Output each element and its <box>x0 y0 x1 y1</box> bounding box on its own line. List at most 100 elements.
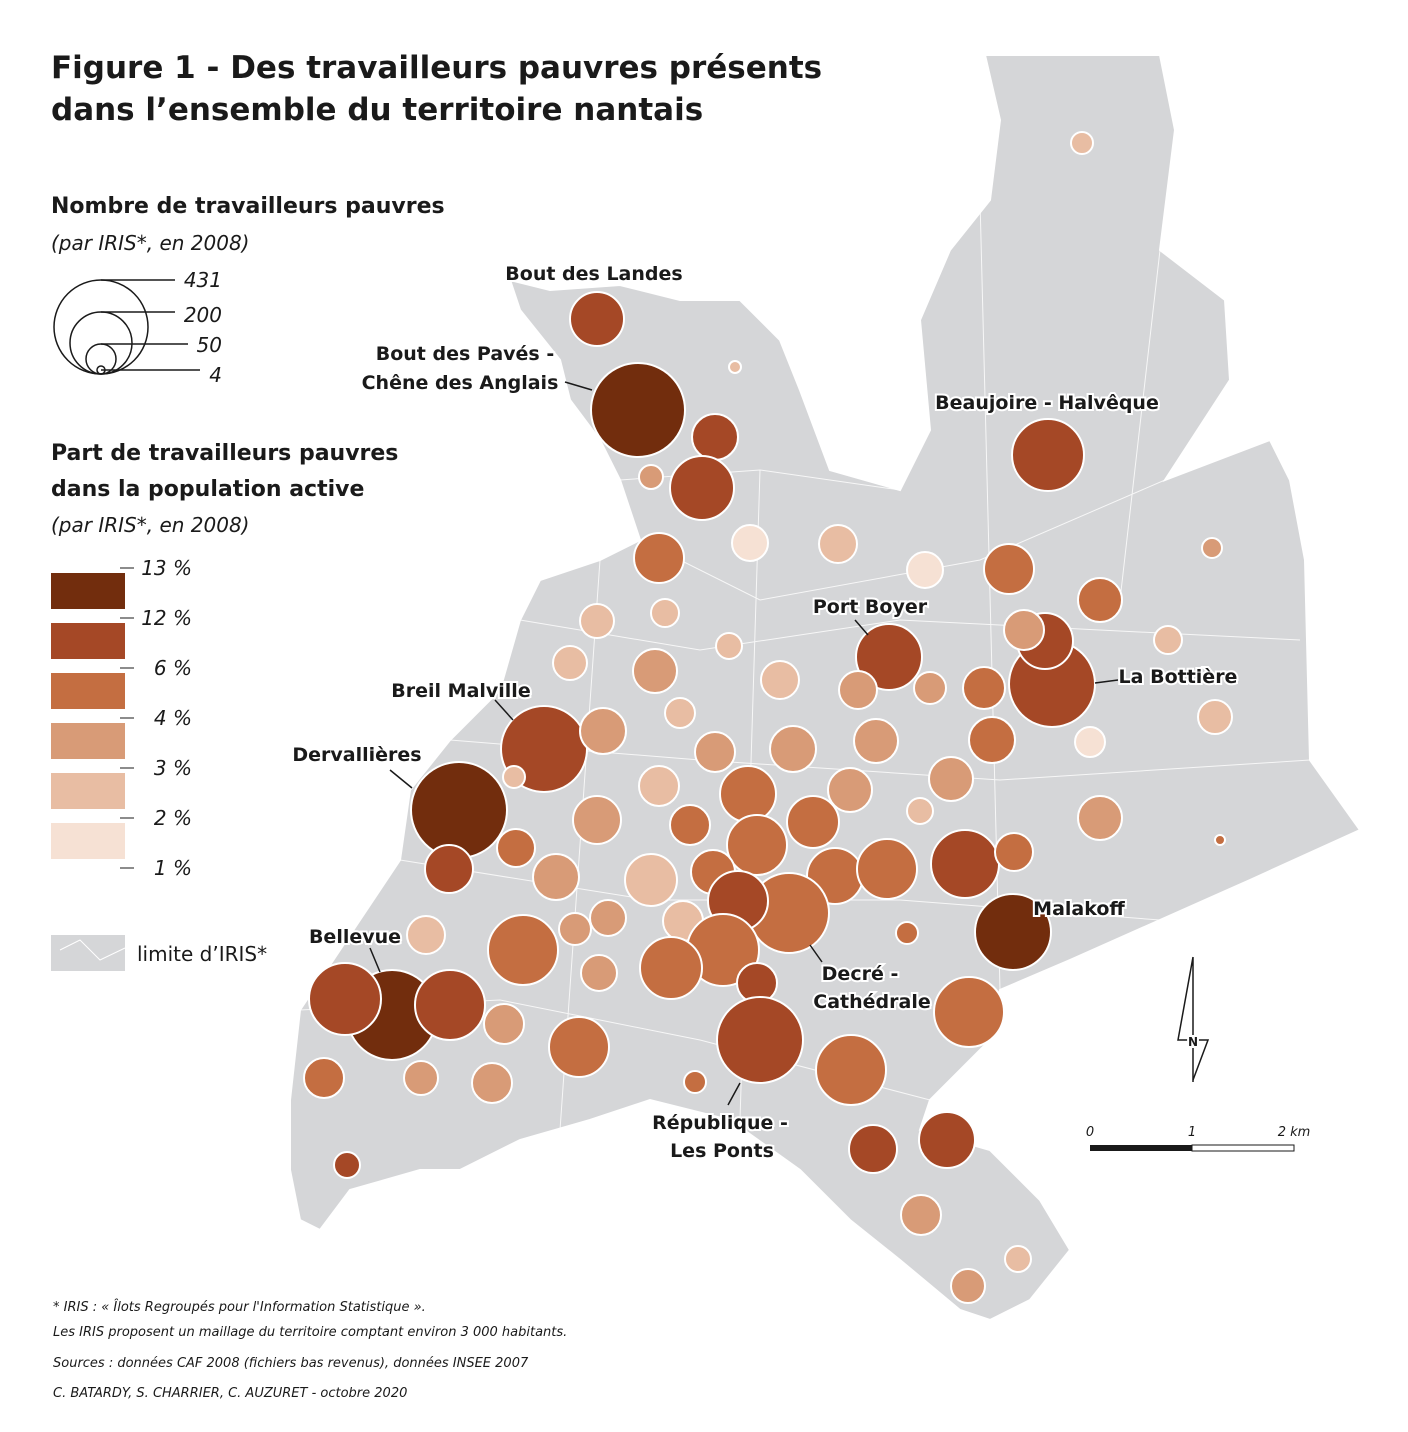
iris-circle <box>552 645 588 681</box>
color-label: 13 % <box>141 556 192 580</box>
iris-circle <box>719 765 777 823</box>
iris-circle <box>838 670 878 710</box>
color-label: 2 % <box>154 806 192 830</box>
iris-circle <box>726 814 788 876</box>
iris-circle <box>983 543 1035 595</box>
legend-label: limite d’IRIS* <box>137 942 267 966</box>
place-label: Chêne des Anglais <box>362 372 559 394</box>
color-swatch <box>51 623 125 659</box>
footnote: C. BATARDY, S. CHARRIER, C. AUZURET - oc… <box>53 1386 407 1401</box>
size-label: 50 <box>197 333 222 357</box>
north-label: N <box>1188 1035 1198 1049</box>
iris-circle <box>1070 131 1094 155</box>
place-label: République - <box>652 1112 788 1134</box>
footnote: Sources : données CAF 2008 (fichiers bas… <box>53 1356 529 1371</box>
iris-circle <box>928 756 974 802</box>
iris-circle <box>715 632 743 660</box>
iris-circle <box>303 1057 345 1099</box>
color-label: 3 % <box>154 756 192 780</box>
iris-circle <box>694 731 736 773</box>
iris-circle <box>1004 1245 1032 1273</box>
iris-circle <box>638 765 680 807</box>
iris-circle <box>414 969 486 1041</box>
iris-circle <box>424 844 474 894</box>
iris-circle <box>483 1003 525 1045</box>
color-label: 4 % <box>154 706 192 730</box>
iris-circle <box>1077 795 1123 841</box>
iris-circle <box>579 707 627 755</box>
legend-title: Part de travailleurs pauvres <box>51 441 398 466</box>
iris-circle <box>669 455 735 521</box>
iris-circle <box>569 291 625 347</box>
color-label: 12 % <box>141 606 192 630</box>
footnote: * IRIS : « Îlots Regroupés pour l'Inform… <box>53 1299 426 1315</box>
color-swatch <box>51 723 125 759</box>
place-label: Dervallières <box>292 744 421 766</box>
iris-circle <box>548 1016 610 1078</box>
footnote: Les IRIS proposent un maillage du territ… <box>53 1325 567 1340</box>
iris-circle <box>918 1111 976 1169</box>
iris-circle <box>471 1062 513 1104</box>
iris-circle <box>691 413 739 461</box>
place-label: Bellevue <box>309 926 401 948</box>
iris-circle <box>650 598 680 628</box>
territory <box>289 54 1362 1322</box>
iris-circle <box>669 804 711 846</box>
iris-circle <box>974 893 1052 971</box>
place-label: La Bottière <box>1119 666 1238 688</box>
place-label: Bout des Pavés - <box>376 343 555 365</box>
color-label: 6 % <box>154 656 192 680</box>
place-label: Decré - <box>822 963 899 985</box>
iris-circle <box>962 666 1006 710</box>
legend-title: Nombre de travailleurs pauvres <box>51 194 445 219</box>
iris-circle <box>633 532 685 584</box>
iris-circle <box>683 1070 707 1094</box>
scale-label: 1 <box>1188 1125 1196 1140</box>
iris-circle <box>496 828 536 868</box>
iris-circle <box>856 838 918 900</box>
iris-circle <box>638 464 664 490</box>
title: Figure 1 - Des travailleurs pauvres prés… <box>51 50 822 86</box>
title: dans l’ensemble du territoire nantais <box>51 92 703 128</box>
scale-bar <box>1090 1144 1295 1152</box>
iris-circle <box>853 718 899 764</box>
scale-label: 0 <box>1086 1125 1094 1140</box>
color-label: 1 % <box>154 856 192 880</box>
legend-title: dans la population active <box>51 477 364 502</box>
iris-circle <box>1214 834 1226 846</box>
iris-circle <box>933 976 1005 1048</box>
iris-circle <box>403 1060 439 1096</box>
iris-circle <box>664 697 696 729</box>
iris-circle <box>786 795 840 849</box>
size-label: 431 <box>184 268 222 292</box>
iris-circle <box>1201 537 1223 559</box>
iris-circle <box>818 524 858 564</box>
place-label: Malakoff <box>1033 898 1125 920</box>
iris-circle <box>624 853 678 907</box>
iris-circle <box>906 551 944 589</box>
iris-circle <box>410 761 508 859</box>
iris-circle <box>994 832 1034 872</box>
iris-circle <box>558 912 592 946</box>
iris-circle <box>639 936 703 1000</box>
scale-label: 2 km <box>1278 1125 1311 1140</box>
iris-circle <box>827 767 873 813</box>
iris-circle <box>1077 577 1123 623</box>
color-swatch <box>51 773 125 809</box>
place-label: Bout des Landes <box>505 263 682 285</box>
place-label: Cathédrale <box>813 991 930 1013</box>
iris-circle <box>848 1124 898 1174</box>
size-label: 200 <box>184 303 222 327</box>
iris-circle <box>502 765 526 789</box>
label-leaders <box>369 381 1119 1106</box>
iris-circle <box>769 725 817 773</box>
iris-circle <box>1197 699 1233 735</box>
iris-circle <box>950 1268 986 1304</box>
iris-circle <box>855 623 923 691</box>
legend-subtitle: (par IRIS*, en 2008) <box>51 513 249 537</box>
iris-circle <box>572 795 622 845</box>
iris-circle <box>333 1151 361 1179</box>
iris-swatch-line <box>59 939 126 961</box>
color-swatch <box>51 573 125 609</box>
